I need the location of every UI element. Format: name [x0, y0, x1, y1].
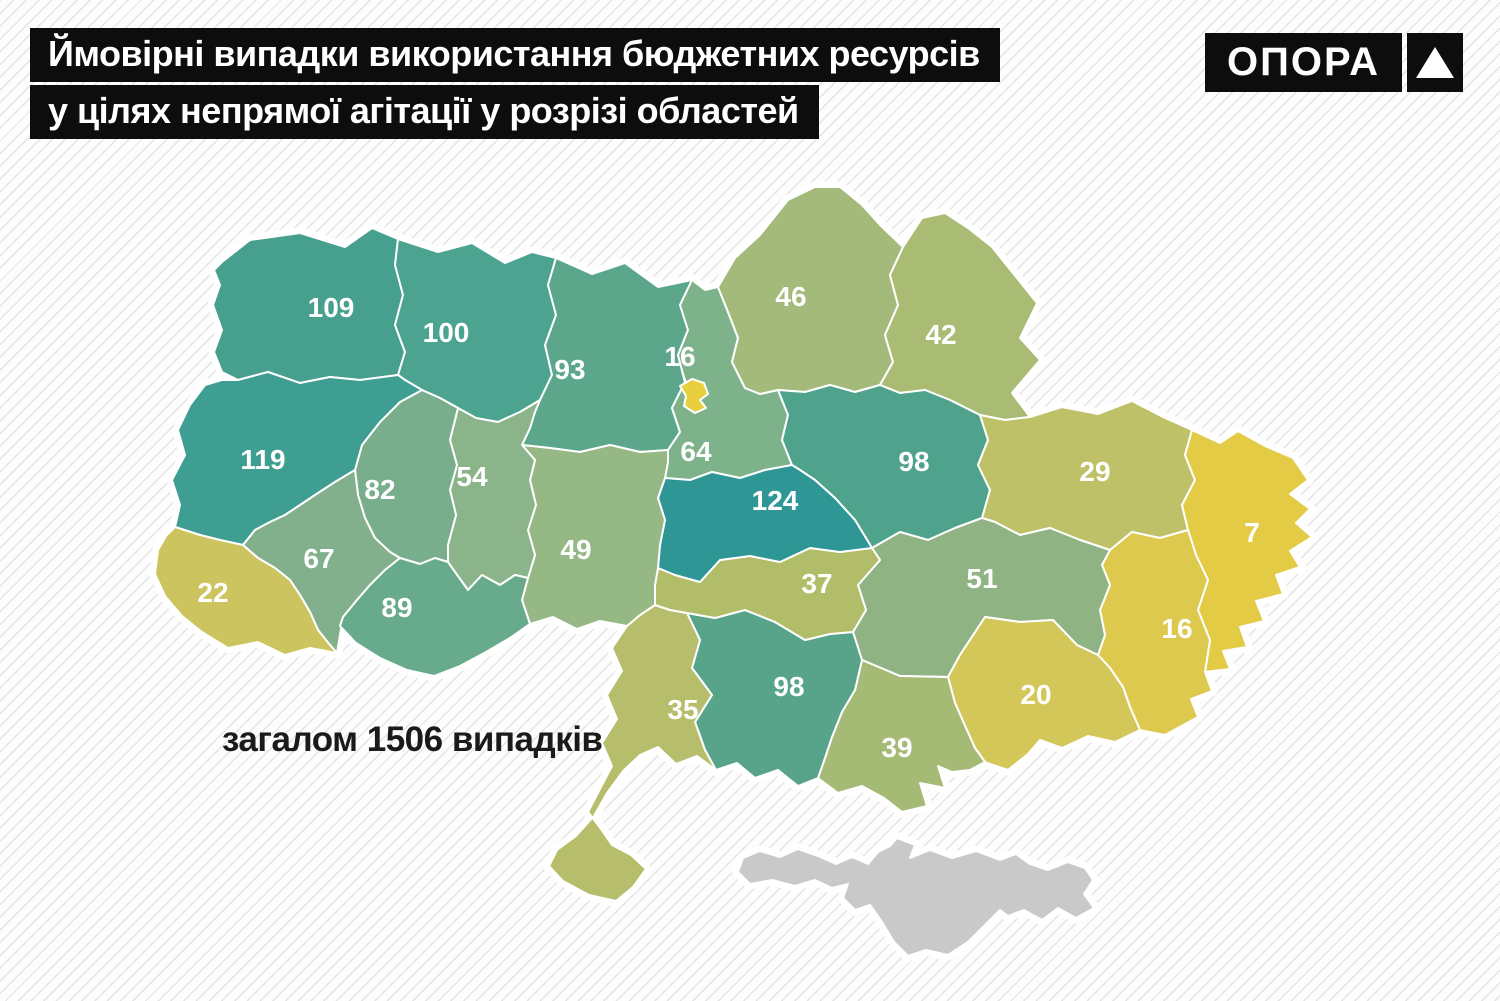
region-value-volyn: 109: [308, 292, 355, 323]
region-value-chernihiv: 46: [775, 281, 806, 312]
title-line-2: у цілях непрямої агітації у розрізі обла…: [30, 85, 819, 140]
region-value-khmelnytskyi: 54: [456, 461, 488, 492]
region-value-kharkiv: 29: [1079, 456, 1110, 487]
region-kyiv-city: [679, 378, 709, 414]
region-value-zhytomyr: 93: [554, 354, 585, 385]
region-value-poltava: 98: [898, 446, 929, 477]
region-value-kherson: 39: [881, 732, 912, 763]
region-value-lviv: 119: [240, 444, 285, 475]
map-regions: [154, 186, 1313, 957]
region-sumy: [879, 212, 1041, 421]
region-odesa: [548, 604, 717, 902]
region-vinnytsia: [521, 444, 669, 630]
opora-logo-box: [1407, 33, 1464, 92]
page-title: Ймовірні випадки використання бюджетних …: [30, 28, 1000, 142]
region-value-kirovohrad: 37: [801, 568, 832, 599]
region-value-zaporizhzhia: 20: [1020, 679, 1051, 710]
region-value-donetsk: 16: [1161, 613, 1192, 644]
region-value-ternopil: 82: [364, 474, 395, 505]
region-value-odesa: 35: [667, 694, 698, 725]
region-chernivtsi: [339, 557, 531, 677]
region-value-kyiv-city: 16: [664, 341, 695, 372]
triangle-icon: [1416, 47, 1455, 78]
region-zakarpattia: [154, 526, 338, 656]
region-value-sumy: 42: [925, 319, 956, 350]
region-value-chernivtsi: 89: [381, 592, 412, 623]
total-cases-label: загалом 1506 випадків: [222, 720, 603, 759]
map-value-labels: 109 100 93 16 46 42 64 98 29 7 119 82 54…: [197, 281, 1259, 763]
region-crimea: [737, 837, 1095, 957]
kyiv-city-leader-line: [681, 370, 687, 384]
region-value-ivano-frankivsk: 67: [303, 543, 334, 574]
title-line-1: Ймовірні випадки використання бюджетних …: [30, 28, 1000, 83]
region-value-cherkasy: 124: [752, 485, 799, 516]
region-value-rivne: 100: [423, 317, 470, 348]
region-value-kyiv-oblast: 64: [680, 436, 712, 467]
region-value-vinnytsia: 49: [560, 534, 591, 565]
region-value-luhansk: 7: [1244, 517, 1260, 548]
region-value-zakarpattia: 22: [197, 577, 228, 608]
region-value-mykolaiv: 98: [773, 671, 804, 702]
region-value-dnipro: 51: [966, 563, 997, 594]
region-khmelnytskyi: [447, 399, 541, 591]
opora-logo: ОПОРА: [1205, 33, 1464, 92]
opora-wordmark: ОПОРА: [1205, 33, 1403, 92]
